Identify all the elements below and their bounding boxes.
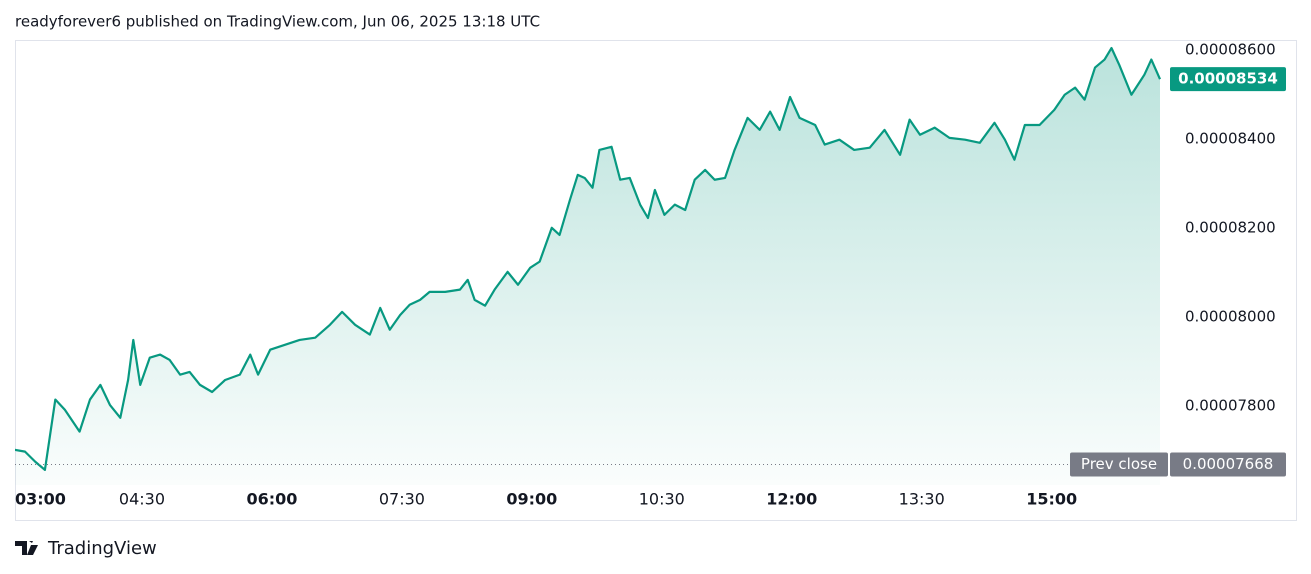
x-tick-label: 09:00 (506, 490, 557, 509)
prev-close-value: 0.00007668 (1183, 455, 1274, 473)
y-tick-label: 0.00008000 (1185, 307, 1276, 325)
x-tick-label: 07:30 (379, 490, 425, 509)
x-tick-label: 03:00 (15, 490, 66, 509)
price-line (15, 46, 1162, 471)
y-tick-label: 0.00008600 (1185, 40, 1276, 58)
prev-close-value-tag (1170, 452, 1286, 477)
logo (15, 541, 38, 555)
x-tick-label: 13:30 (899, 490, 945, 509)
chart-frame (15, 40, 1297, 521)
plot-area (15, 46, 1162, 485)
header: readyforever6 published on TradingView.c… (15, 13, 540, 31)
x-tick-label: 12:00 (766, 490, 817, 509)
y-tick-label: 0.00008200 (1185, 218, 1276, 236)
last-price-tag (1170, 67, 1286, 92)
overlay: 0.00007800 0.00008000 0.00008200 0.00008400… (15, 40, 1286, 509)
prev-close-name: Prev close (1081, 455, 1157, 473)
branding: TradingView (15, 538, 157, 559)
x-tick-label: 10:30 (639, 490, 685, 509)
brand-name: TradingView (47, 538, 157, 559)
y-tick-label: 0.00008400 (1185, 129, 1276, 147)
y-tick-label: 0.00007800 (1185, 396, 1276, 414)
last-price-value: 0.00008534 (1178, 70, 1278, 88)
area-fill (15, 48, 1160, 485)
x-tick-label: 06:00 (246, 490, 297, 509)
prev-close-tag (1070, 452, 1168, 477)
x-tick-label: 04:30 (119, 490, 165, 509)
x-tick-label: 15:00 (1026, 490, 1077, 509)
